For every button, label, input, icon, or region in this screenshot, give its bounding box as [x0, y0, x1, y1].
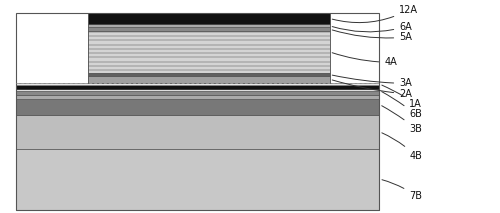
Bar [88, 31, 330, 33]
Bar [88, 13, 330, 24]
Text: 3A: 3A [332, 75, 412, 88]
Text: 5A: 5A [332, 30, 412, 42]
Bar [88, 58, 330, 60]
Bar [88, 31, 330, 73]
Bar [16, 115, 380, 148]
Text: 3B: 3B [382, 106, 422, 134]
Bar [16, 83, 380, 85]
Bar [88, 56, 330, 58]
Text: 4B: 4B [382, 133, 422, 161]
Text: 6A: 6A [332, 22, 412, 32]
Text: 12A: 12A [332, 5, 418, 23]
Bar [16, 99, 380, 115]
Bar [88, 71, 330, 73]
Bar [88, 52, 330, 54]
Text: 4A: 4A [332, 53, 397, 67]
Bar [88, 76, 330, 83]
Text: 7B: 7B [382, 180, 422, 201]
Bar [16, 83, 380, 89]
Bar [88, 63, 330, 65]
Bar [88, 24, 330, 27]
Bar [88, 69, 330, 71]
Bar [88, 65, 330, 67]
Bar [88, 42, 330, 44]
Bar [16, 91, 380, 95]
Bar [88, 60, 330, 63]
Bar [88, 54, 330, 56]
Bar [88, 27, 330, 31]
Bar [88, 50, 330, 52]
Bar [16, 95, 380, 99]
Text: 1A: 1A [382, 85, 422, 109]
Text: 6B: 6B [382, 92, 422, 119]
Bar [88, 33, 330, 35]
Bar [88, 48, 330, 50]
Bar [88, 35, 330, 37]
Bar [88, 44, 330, 46]
Bar [88, 46, 330, 48]
Bar [88, 37, 330, 39]
Bar [16, 148, 380, 210]
Text: 2A: 2A [332, 80, 412, 99]
Bar [16, 13, 380, 210]
Bar [88, 39, 330, 42]
Bar [88, 67, 330, 69]
Bar [16, 89, 380, 91]
Bar [88, 73, 330, 76]
